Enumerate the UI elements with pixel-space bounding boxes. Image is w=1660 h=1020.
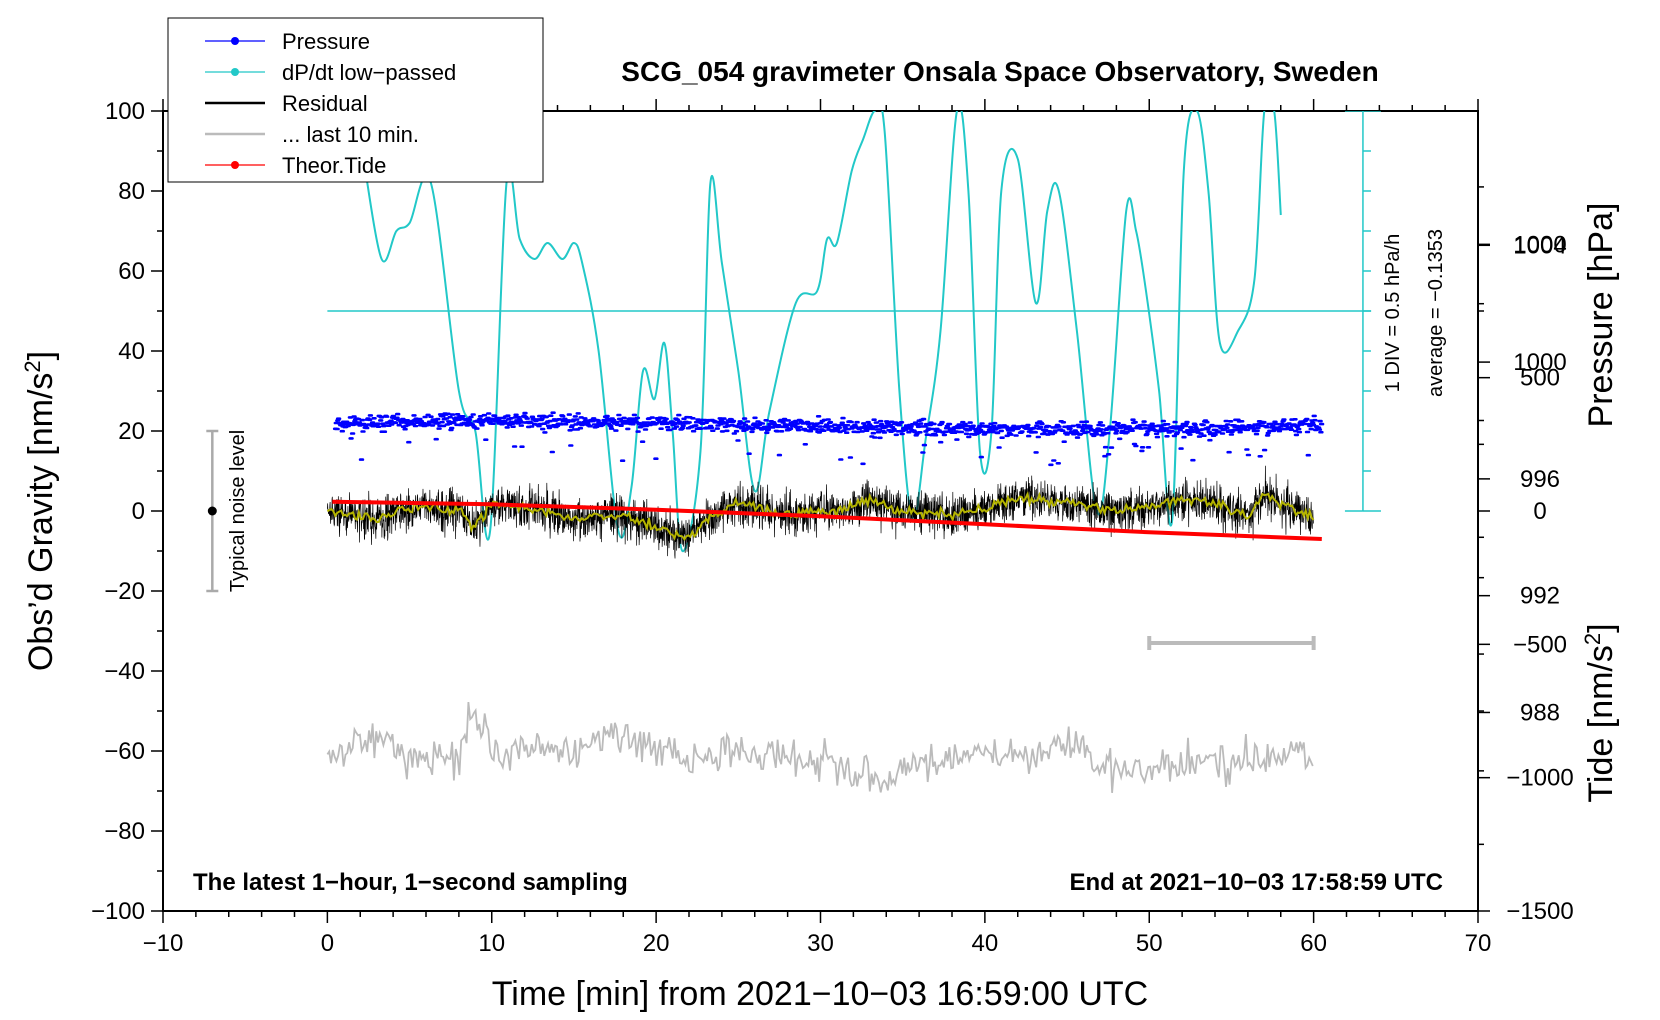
y-label-close: ] <box>22 351 60 360</box>
y-tick-label: −20 <box>104 578 145 605</box>
legend-marker <box>231 37 239 45</box>
legend-label: Residual <box>282 91 368 116</box>
legend-label: Pressure <box>282 29 370 54</box>
x-axis-label: Time [min] from 2021−10−03 16:59:00 UTC <box>492 975 1148 1013</box>
legend-box <box>167 17 544 183</box>
pressure-points <box>332 411 1325 467</box>
tide-label-main: Tide [nm/s <box>1582 645 1620 802</box>
y-tick-label: −100 <box>91 898 145 925</box>
x-tick-label: 60 <box>1300 930 1327 957</box>
annotation-dpdt-scale: 1 DIV = 0.5 hPa/h <box>1382 234 1404 392</box>
tide-line <box>332 499 1322 541</box>
residual-line <box>327 465 1314 559</box>
dpdt-layer <box>327 111 1381 553</box>
y-axis-label: Obs’d Gravity [nm/s2] <box>20 351 60 671</box>
y-axis-left: −100 −80 −60 −40 −20 0 20 40 60 80 100 <box>91 98 163 925</box>
pressure-axis-label: Pressure [hPa] <box>1582 203 1620 428</box>
tide-tick-label: −1000 <box>1506 765 1573 792</box>
x-tick-label: 50 <box>1136 930 1163 957</box>
annotation-sampling: The latest 1−hour, 1−second sampling <box>193 869 628 896</box>
y-tick-label: −40 <box>104 658 145 685</box>
y-tick-label: 100 <box>105 98 145 125</box>
pressure-tick-label: 992 <box>1520 583 1560 610</box>
tide-tick-label: 500 <box>1520 365 1560 392</box>
annotation-dpdt-average: average = −0.1353 <box>1425 229 1447 397</box>
y-tick-label: 20 <box>118 418 145 445</box>
x-tick-label: 0 <box>321 930 334 957</box>
x-tick-label: 10 <box>478 930 505 957</box>
pressure-tick-label: 1004 <box>1513 232 1566 259</box>
last10-line <box>326 702 1314 793</box>
x-tick-label: 70 <box>1465 930 1492 957</box>
y-tick-label: 0 <box>132 498 145 525</box>
y-tick-label: 80 <box>118 178 145 205</box>
annotation-noise-level: Typical noise level <box>227 430 249 592</box>
chart-title: SCG_054 gravimeter Onsala Space Observat… <box>621 56 1378 87</box>
legend-marker <box>231 68 239 76</box>
noise-bar-center <box>207 506 217 516</box>
legend-label: ... last 10 min. <box>282 122 419 147</box>
x-tick-label: 40 <box>972 930 999 957</box>
legend-marker <box>231 161 239 169</box>
x-tick-label: 20 <box>643 930 670 957</box>
pressure-tick-label: 988 <box>1520 699 1560 726</box>
y-tick-label: 60 <box>118 258 145 285</box>
last10-layer <box>326 702 1314 793</box>
pressure-tick-label: 996 <box>1520 466 1560 493</box>
tide-tick-label: 1000 <box>1513 231 1566 258</box>
legend-label: Theor.Tide <box>282 153 386 178</box>
annotation-end-time: End at 2021−10−03 17:58:59 UTC <box>1069 869 1443 896</box>
tide-label-sup: 2 <box>1580 633 1605 645</box>
x-tick-label: 30 <box>807 930 834 957</box>
extras-layer <box>206 429 1316 650</box>
legend-label: dP/dt low−passed <box>282 60 456 85</box>
y-label-sup: 2 <box>20 360 45 372</box>
dpdt-line <box>362 111 1282 553</box>
tide-tick-label: 0 <box>1533 498 1546 525</box>
legend: Pressure dP/dt low−passed Residual ... last… <box>167 17 544 183</box>
tide-layer <box>332 499 1322 541</box>
x-tick-label: −10 <box>143 930 184 957</box>
tide-label-close: ] <box>1582 623 1620 632</box>
tide-tick-label: −1500 <box>1506 898 1573 925</box>
pressure-tick-label: 1000 <box>1513 349 1566 376</box>
pressure-layer <box>332 411 1325 467</box>
y-label-main: Obs’d Gravity [nm/s <box>22 373 60 672</box>
tide-axis-label: Tide [nm/s2] <box>1580 623 1620 802</box>
x-axis: −10 0 10 20 30 40 50 60 70 <box>143 99 1492 957</box>
y-tick-label: −80 <box>104 818 145 845</box>
y-tick-label: 40 <box>118 338 145 365</box>
y-tick-label: −60 <box>104 738 145 765</box>
tide-tick-label: −500 <box>1513 631 1567 658</box>
